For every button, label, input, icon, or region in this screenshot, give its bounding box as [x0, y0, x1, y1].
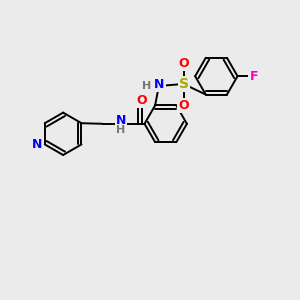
Text: N: N [116, 114, 126, 127]
Text: N: N [154, 78, 165, 91]
Text: H: H [142, 81, 151, 91]
Text: O: O [178, 56, 189, 70]
Text: O: O [136, 94, 147, 107]
Text: O: O [178, 99, 189, 112]
Text: H: H [116, 125, 126, 135]
Text: S: S [179, 77, 189, 91]
Text: F: F [250, 70, 258, 83]
Text: N: N [32, 138, 42, 151]
